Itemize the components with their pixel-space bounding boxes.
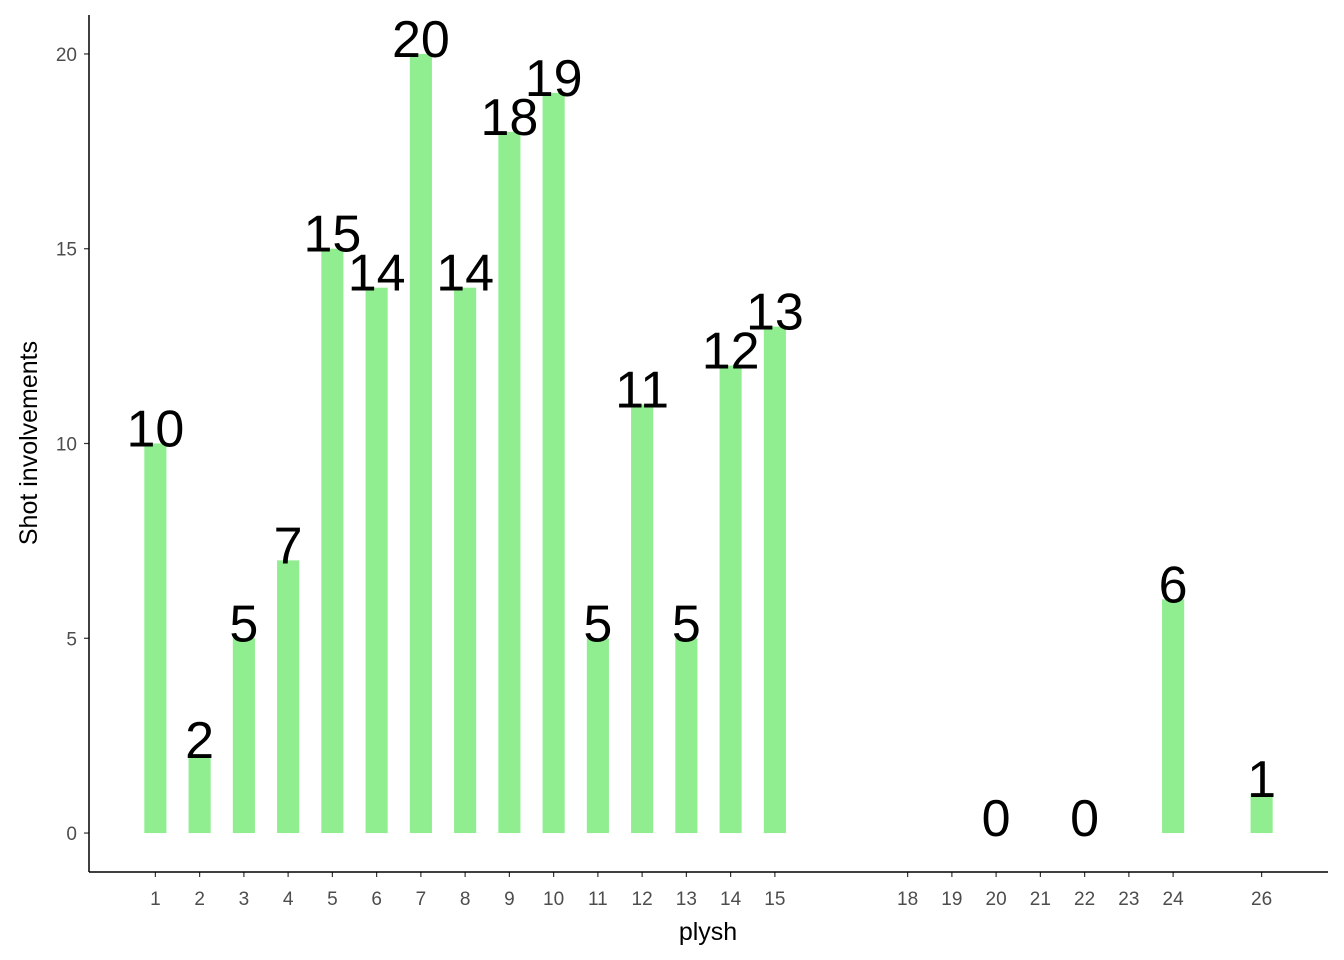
x-tick-label: 11	[588, 889, 608, 910]
x-tick-label: 26	[1251, 889, 1272, 910]
value-label: 15	[303, 206, 361, 264]
value-label: 14	[348, 245, 406, 303]
bar	[586, 638, 609, 834]
x-axis-title: plysh	[679, 918, 737, 946]
x-tick-label: 9	[504, 889, 515, 910]
bar	[498, 131, 521, 834]
value-label: 20	[392, 11, 450, 69]
x-tick-label: 2	[194, 889, 205, 910]
x-tick-label: 4	[283, 889, 294, 910]
bar	[409, 53, 432, 834]
bar	[454, 287, 477, 834]
x-tick-label: 13	[676, 889, 697, 910]
x-tick-label: 18	[897, 889, 918, 910]
value-label: 6	[1159, 556, 1188, 614]
x-tick-label: 7	[416, 889, 427, 910]
value-label: 7	[274, 517, 303, 575]
bar	[542, 92, 565, 834]
x-tick-label: 8	[460, 889, 471, 910]
bar	[277, 560, 300, 834]
bar	[675, 638, 698, 834]
bar	[144, 443, 167, 834]
x-tick-label: 20	[986, 889, 1007, 910]
x-tick-label: 22	[1074, 889, 1095, 910]
y-tick-label: 5	[66, 629, 77, 650]
x-tick-label: 23	[1118, 889, 1139, 910]
bar	[1162, 599, 1185, 834]
bar	[1250, 794, 1273, 834]
value-label: 19	[525, 50, 583, 108]
value-label: 18	[480, 89, 538, 147]
value-label: 0	[982, 790, 1011, 848]
y-tick-label: 20	[56, 45, 77, 66]
y-tick-label: 0	[66, 824, 77, 845]
x-tick-label: 5	[327, 889, 338, 910]
value-label: 10	[126, 401, 184, 459]
x-tick-label: 21	[1030, 889, 1051, 910]
x-tick-label: 1	[150, 889, 161, 910]
value-label: 13	[746, 284, 804, 342]
value-label: 0	[1070, 790, 1099, 848]
bar	[188, 755, 211, 834]
x-tick-label: 15	[764, 889, 785, 910]
value-label: 11	[615, 362, 669, 420]
y-tick-label: 15	[56, 240, 77, 261]
bar	[763, 326, 786, 834]
x-tick-label: 19	[941, 889, 962, 910]
bar	[631, 404, 654, 834]
bar	[232, 638, 255, 834]
value-label: 5	[672, 595, 701, 653]
bar	[365, 287, 388, 834]
value-label: 1	[1247, 751, 1276, 809]
x-tick-label: 10	[543, 889, 564, 910]
value-label: 12	[702, 323, 760, 381]
x-tick-label: 6	[371, 889, 382, 910]
y-tick-label: 10	[56, 435, 77, 456]
y-axis-title: Shot involvements	[15, 341, 43, 545]
x-tick-label: 24	[1163, 889, 1185, 910]
value-label: 5	[583, 595, 612, 653]
value-label: 5	[229, 595, 258, 653]
bar	[719, 365, 742, 834]
x-tick-label: 14	[720, 889, 742, 910]
x-tick-label: 3	[239, 889, 250, 910]
x-tick-label: 12	[632, 889, 653, 910]
value-label: 2	[185, 712, 214, 770]
value-label: 14	[436, 245, 494, 303]
bar	[321, 248, 344, 834]
